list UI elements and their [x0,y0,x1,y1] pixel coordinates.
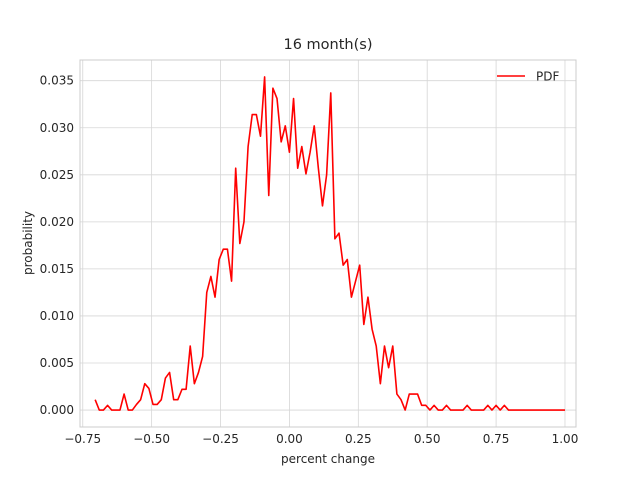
y-tick-label: 0.025 [40,168,74,182]
x-tick-label: 0.50 [414,432,441,446]
y-tick-label: 0.005 [40,356,74,370]
y-tick-label: 0.020 [40,215,74,229]
plot-area [79,59,577,428]
y-axis-label: probability [21,211,35,275]
chart-title: 16 month(s) [284,37,373,53]
x-gridlines [82,60,566,427]
x-tick-label: 0.00 [276,432,303,446]
x-axis-label: percent change [281,452,375,466]
x-tick-label: 0.25 [345,432,372,446]
plot-frame [79,59,577,428]
y-tick-label: 0.000 [40,403,74,417]
pdf-series-line [94,76,565,411]
x-tick-labels: −0.75 −0.50 −0.25 0.00 0.25 0.50 0.75 1.00 [64,432,578,446]
y-tick-label: 0.010 [40,309,74,323]
legend-label-pdf: PDF [536,70,559,84]
y-tick-labels: 0.000 0.005 0.010 0.015 0.020 0.025 0.030 0.035 [40,74,74,417]
x-tick-label: 0.75 [483,432,510,446]
y-tick-label: 0.015 [40,262,74,276]
y-tick-label: 0.030 [40,121,74,135]
x-tick-label: −0.75 [64,432,101,446]
x-tick-label: 1.00 [552,432,579,446]
plot-background [80,60,576,427]
x-tick-label: −0.25 [202,432,239,446]
y-tick-label: 0.035 [40,74,74,88]
y-gridlines [80,80,576,411]
x-tick-label: −0.50 [133,432,170,446]
legend: PDF [497,70,559,84]
